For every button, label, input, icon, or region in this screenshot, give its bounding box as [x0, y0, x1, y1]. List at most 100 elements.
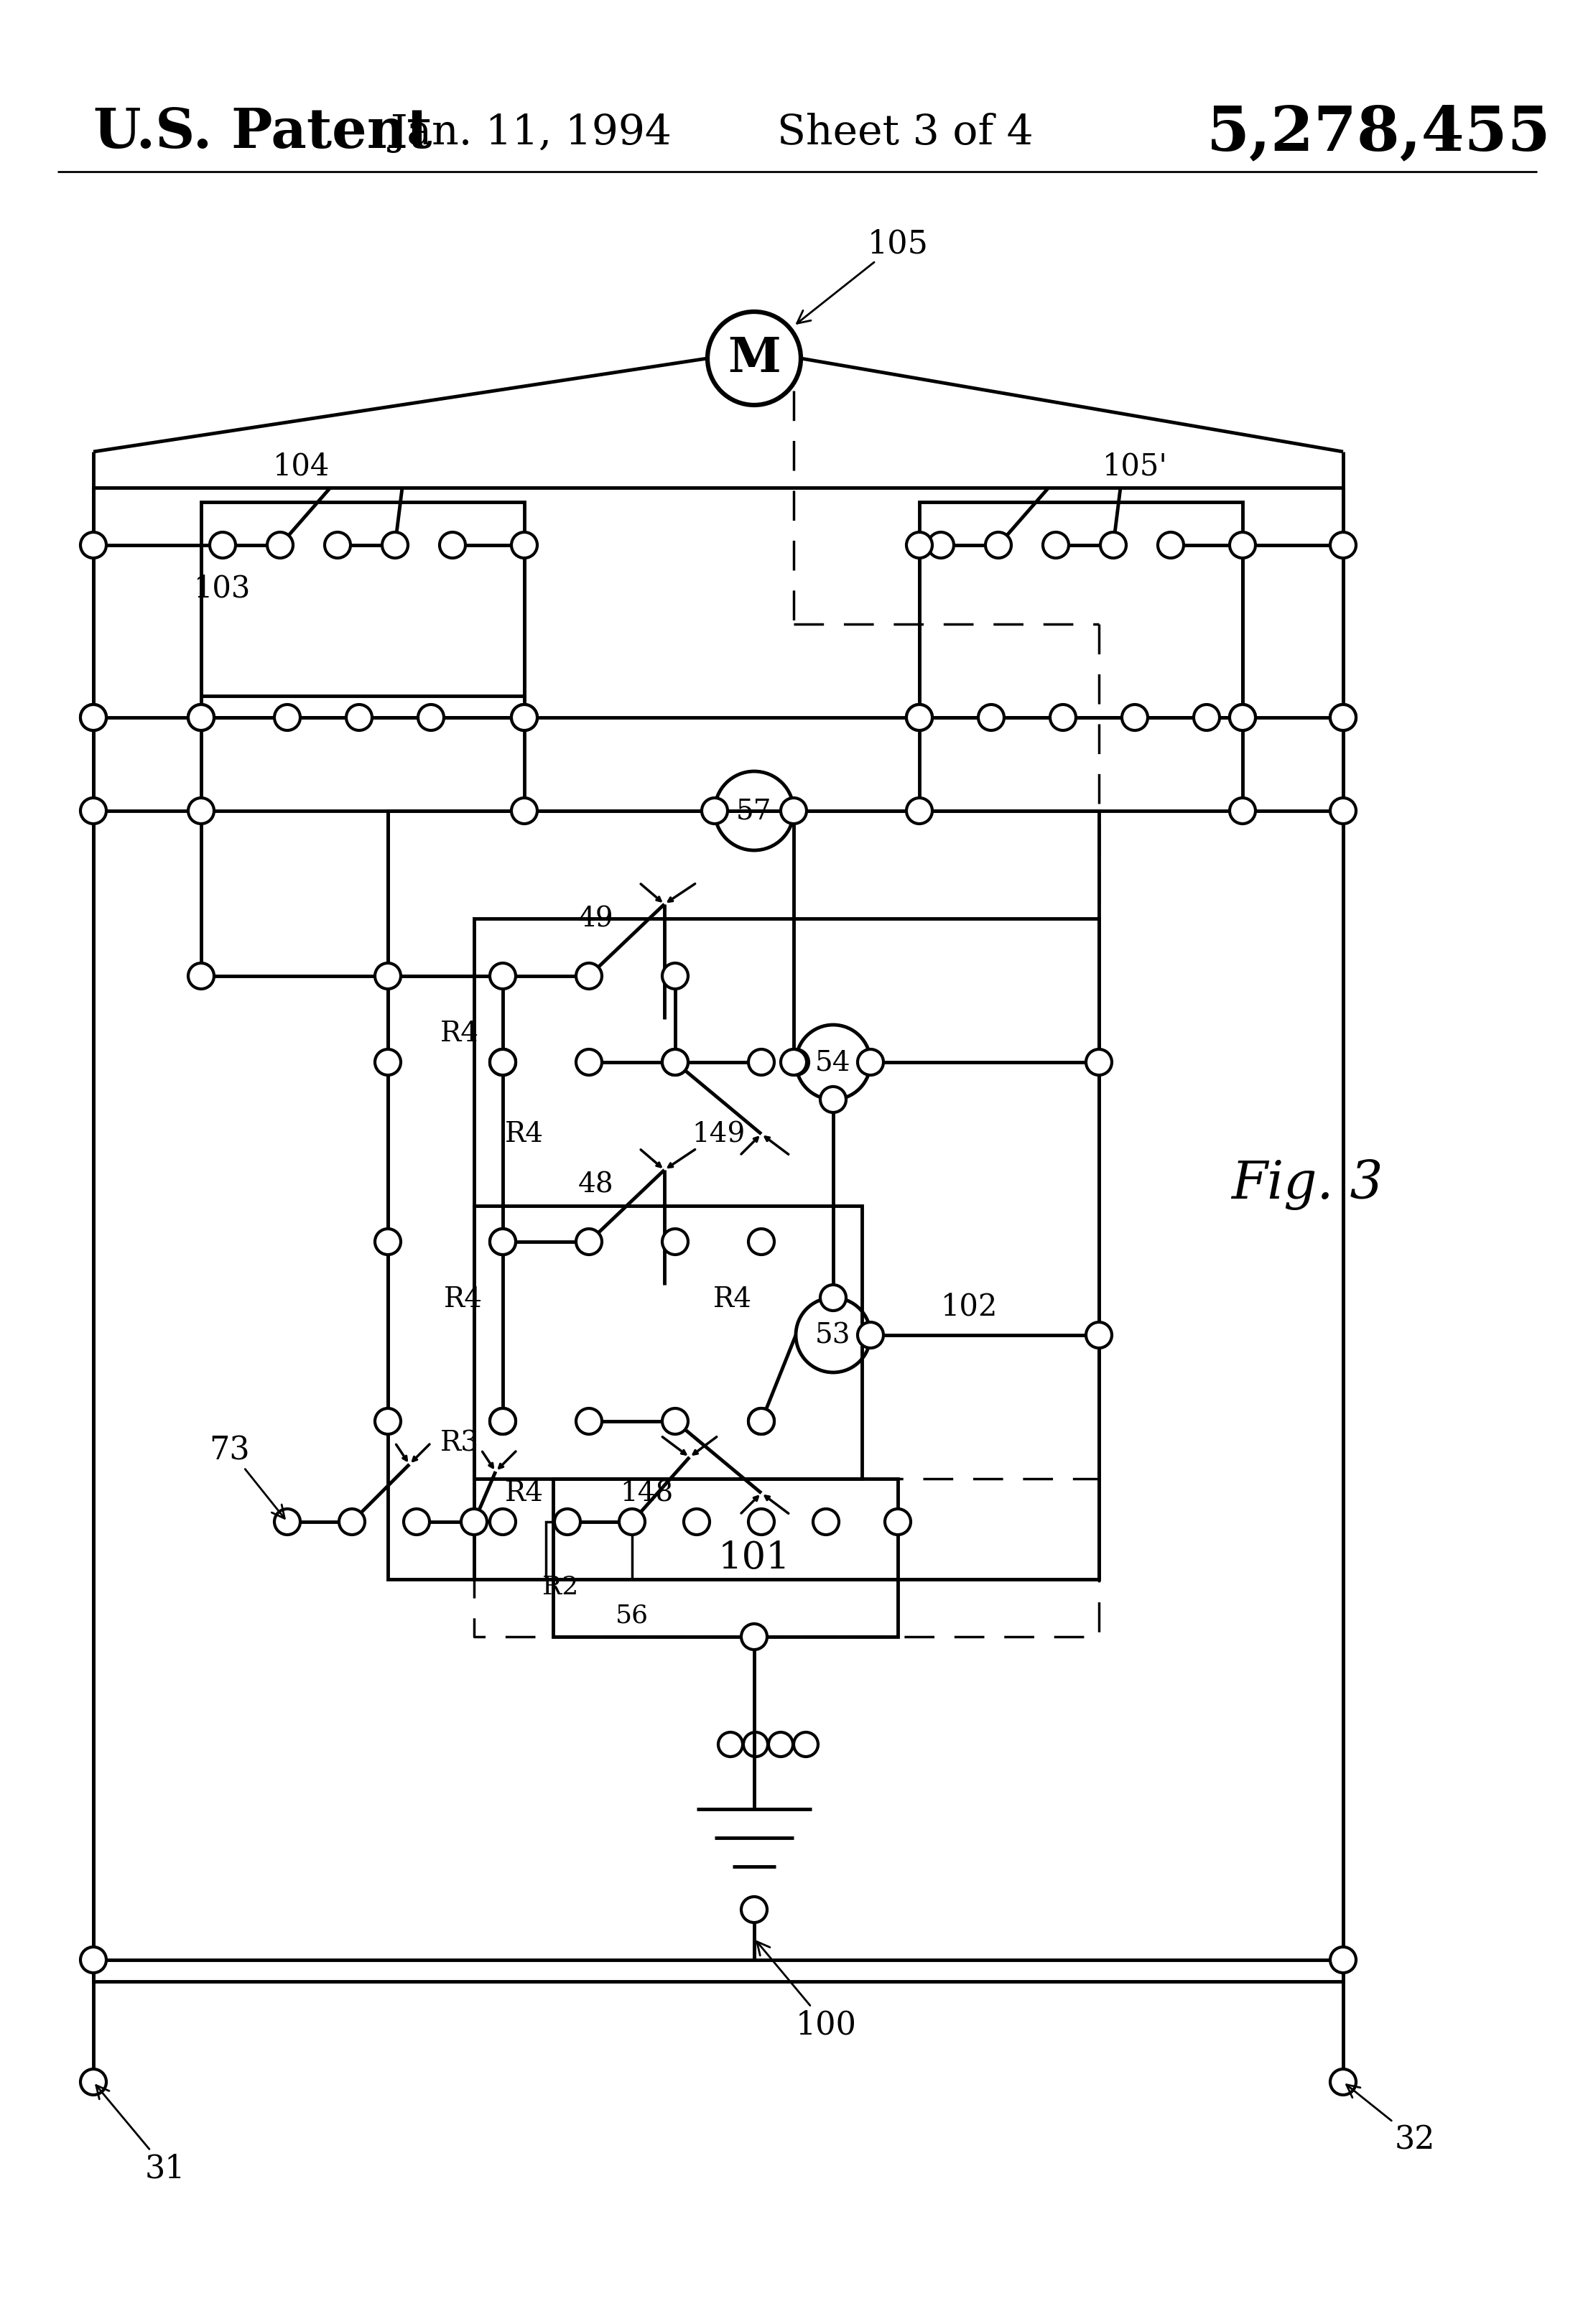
Text: 100: 100 [757, 1943, 856, 2040]
Circle shape [81, 532, 106, 558]
Text: 54: 54 [815, 1048, 852, 1076]
Text: Jan. 11, 1994: Jan. 11, 1994 [391, 114, 673, 153]
Circle shape [489, 1408, 516, 1434]
Text: 101: 101 [719, 1538, 790, 1576]
Circle shape [662, 1229, 689, 1255]
Circle shape [1330, 704, 1357, 730]
Circle shape [81, 799, 106, 825]
Text: 5,278,455: 5,278,455 [1206, 102, 1551, 163]
Text: 73: 73 [209, 1434, 285, 1520]
Circle shape [907, 704, 932, 730]
Circle shape [188, 799, 214, 825]
Text: Fig. 3: Fig. 3 [1232, 1160, 1384, 1211]
Bar [388, 811, 1099, 1580]
Circle shape [662, 1050, 689, 1076]
Text: U.S. Patent: U.S. Patent [93, 107, 432, 160]
Circle shape [375, 1050, 400, 1076]
Circle shape [554, 1508, 581, 1534]
Circle shape [489, 1508, 516, 1534]
Circle shape [325, 532, 350, 558]
Circle shape [440, 532, 465, 558]
Circle shape [81, 2068, 106, 2094]
Circle shape [209, 532, 236, 558]
Circle shape [907, 532, 932, 558]
Circle shape [375, 964, 400, 990]
Circle shape [662, 1050, 689, 1076]
Text: R4: R4 [505, 1120, 543, 1148]
Circle shape [780, 1050, 807, 1076]
Bar [552, 1478, 898, 1636]
Text: R4: R4 [440, 1020, 480, 1048]
Circle shape [749, 1408, 774, 1434]
Circle shape [81, 704, 106, 730]
Circle shape [749, 1508, 774, 1534]
Circle shape [1330, 532, 1357, 558]
Circle shape [489, 1050, 516, 1076]
Circle shape [1157, 532, 1184, 558]
Circle shape [339, 1508, 364, 1534]
Circle shape [511, 532, 537, 558]
Circle shape [1330, 1948, 1357, 1973]
Circle shape [511, 799, 537, 825]
Text: 48: 48 [578, 1171, 614, 1197]
Circle shape [576, 1408, 602, 1434]
Circle shape [619, 1508, 644, 1534]
Circle shape [784, 1050, 809, 1076]
Circle shape [662, 1408, 689, 1434]
Text: 57: 57 [736, 797, 773, 825]
Circle shape [820, 1088, 845, 1113]
Circle shape [780, 799, 807, 825]
Circle shape [511, 704, 537, 730]
Text: 105: 105 [796, 228, 928, 323]
Circle shape [81, 1948, 106, 1973]
Circle shape [382, 532, 408, 558]
Circle shape [741, 1896, 768, 1922]
Circle shape [978, 704, 1004, 730]
Circle shape [576, 964, 602, 990]
Circle shape [81, 704, 106, 730]
Circle shape [701, 799, 728, 825]
Bar [546, 1522, 632, 1580]
Circle shape [188, 704, 214, 730]
Circle shape [820, 1285, 845, 1311]
Text: 56: 56 [616, 1604, 649, 1627]
Circle shape [347, 704, 372, 730]
Circle shape [662, 964, 689, 990]
Circle shape [1330, 704, 1357, 730]
Circle shape [489, 1229, 516, 1255]
Circle shape [461, 1508, 488, 1534]
Circle shape [907, 704, 932, 730]
Text: R2: R2 [543, 1573, 578, 1599]
Circle shape [986, 532, 1012, 558]
Circle shape [576, 1229, 602, 1255]
Text: Sheet 3 of 4: Sheet 3 of 4 [777, 114, 1034, 153]
Circle shape [1230, 532, 1255, 558]
Circle shape [928, 532, 955, 558]
Bar [920, 502, 1243, 718]
Text: M: M [728, 335, 780, 383]
Text: 148: 148 [621, 1480, 673, 1506]
Circle shape [749, 1050, 774, 1076]
Circle shape [749, 1229, 774, 1255]
Text: 105': 105' [1102, 451, 1167, 481]
Circle shape [858, 1322, 883, 1348]
Circle shape [741, 1624, 768, 1650]
Circle shape [511, 704, 537, 730]
Circle shape [1330, 799, 1357, 825]
Circle shape [885, 1508, 910, 1534]
Bar [93, 488, 1342, 1982]
Circle shape [375, 1408, 400, 1434]
Circle shape [489, 1050, 516, 1076]
Circle shape [1230, 704, 1255, 730]
Circle shape [907, 799, 932, 825]
Text: 103: 103 [195, 574, 252, 604]
Circle shape [814, 1508, 839, 1534]
Circle shape [404, 1508, 429, 1534]
Bar [473, 1206, 861, 1478]
Text: R3: R3 [440, 1429, 480, 1457]
Circle shape [1330, 2068, 1357, 2094]
Circle shape [1230, 799, 1255, 825]
Text: 49: 49 [578, 906, 614, 932]
Text: 102: 102 [940, 1292, 999, 1322]
Text: 53: 53 [815, 1322, 852, 1348]
